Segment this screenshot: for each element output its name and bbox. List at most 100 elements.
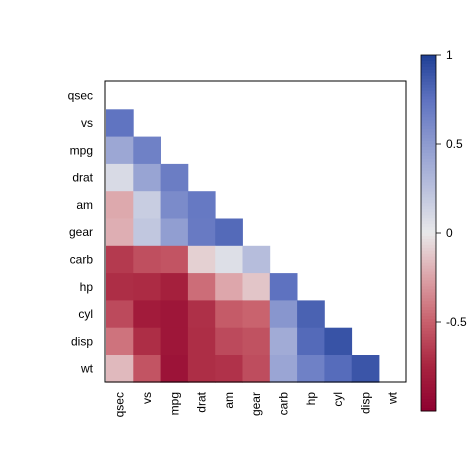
heatmap-cell-wt-mpg (160, 355, 189, 383)
x-tick-label-hp: hp (304, 392, 318, 406)
color-bar-segment (421, 215, 436, 219)
heatmap-cell-gear-vs (133, 218, 161, 247)
color-bar-segment (421, 298, 436, 302)
color-bar-segment (421, 333, 436, 338)
color-bar-segment (421, 372, 436, 376)
color-bar-segment (421, 268, 436, 273)
color-scale-bar: 1 0.5 0 -0.5 (420, 48, 467, 412)
color-bar-segment (421, 393, 436, 397)
color-bar-segment (421, 322, 436, 326)
color-bar-segment (421, 233, 436, 237)
x-tick-label-cyl: cyl (331, 392, 345, 407)
heatmap-cell-cyl-vs (133, 300, 161, 329)
color-bar-segment (421, 336, 436, 341)
color-bar-segment (421, 310, 436, 314)
color-bar-segment (421, 120, 436, 124)
color-bar-segment (421, 316, 436, 320)
color-bar-segment (421, 369, 436, 373)
color-bar-segment (421, 206, 436, 210)
heatmap-cell-wt-carb (269, 355, 298, 383)
heatmap-cell-cyl-qsec (106, 300, 134, 329)
color-bar-tick-label: 0.5 (446, 137, 463, 151)
color-bar-segment (421, 375, 436, 379)
color-bar-segment (421, 307, 436, 311)
color-bar-segment (421, 108, 436, 112)
y-tick-label-carb: carb (70, 252, 94, 266)
color-bar-segment (421, 188, 436, 192)
x-tick-label-am: am (222, 392, 236, 409)
color-bar-segment (421, 66, 436, 71)
color-bar-segment (421, 301, 436, 305)
color-bar-segment (421, 173, 436, 178)
x-tick-label-wt: wt (386, 391, 400, 405)
color-bar-segment (421, 200, 436, 204)
color-bar-segment (421, 351, 436, 356)
color-bar-segment (421, 114, 436, 118)
color-bar-segment (421, 55, 436, 59)
x-tick-label-qsec: qsec (113, 392, 127, 417)
color-bar-segment (421, 244, 436, 249)
heatmap-cell-disp-gear (242, 327, 271, 356)
color-bar-segment (421, 277, 436, 281)
color-bar-segment (421, 105, 436, 109)
heatmap-cell-disp-cyl (324, 327, 353, 356)
color-bar-segment (421, 342, 436, 347)
color-bar-segment (421, 81, 436, 86)
heatmap-cell-carb-vs (133, 245, 161, 274)
color-bar-segment (421, 366, 436, 370)
color-bar-segment (421, 327, 436, 332)
heatmap-cell-wt-vs (133, 355, 161, 383)
color-bar-segment (421, 230, 436, 234)
y-tick-label-mpg: mpg (70, 143, 93, 157)
color-bar-segment (421, 265, 436, 270)
color-bar-segment (421, 289, 436, 293)
heatmap-cell-wt-drat (187, 355, 216, 383)
color-bar-segment (421, 167, 436, 172)
heatmap-cell-disp-drat (187, 327, 216, 356)
heatmap-cell-cyl-carb (269, 300, 298, 329)
heatmap-cell-hp-qsec (106, 273, 134, 301)
color-bar-segment (421, 72, 436, 77)
heatmap-cell-wt-cyl (324, 355, 353, 383)
y-tick-label-wt: wt (80, 362, 94, 376)
heatmap-cell-wt-gear (242, 355, 271, 383)
color-bar-segment (421, 363, 436, 367)
heatmap-cell-hp-gear (242, 273, 271, 301)
heatmap-cell-cyl-hp (297, 300, 325, 329)
color-bar-segment (421, 405, 436, 409)
color-bar-tick-label: 0 (446, 226, 453, 240)
x-tick-label-gear: gear (249, 392, 263, 416)
heatmap-cell-disp-qsec (106, 327, 134, 356)
color-bar-segment (421, 87, 436, 92)
heatmap-cell-hp-am (215, 273, 243, 301)
color-bar-segment (421, 111, 436, 115)
color-bar-segment (421, 304, 436, 308)
color-bar-segment (421, 345, 436, 350)
plot-frame (104, 80, 407, 383)
color-bar-segment (421, 69, 436, 74)
heatmap-cell-am-mpg (160, 191, 189, 219)
heatmap-cell-wt-disp (351, 355, 380, 383)
color-bar-segment (421, 93, 436, 98)
heatmap-cell-wt-qsec (106, 355, 134, 383)
color-bar-segment (421, 126, 436, 130)
color-bar-segment (421, 212, 436, 216)
heatmap-cell-cyl-am (215, 300, 243, 329)
color-bar-segment (421, 209, 436, 213)
color-bar-segment (421, 99, 436, 103)
y-tick-label-drat: drat (72, 171, 93, 185)
color-bar-segment (421, 197, 436, 201)
y-tick-label-cyl: cyl (78, 307, 93, 321)
color-bar-tick-label: 1 (446, 48, 453, 62)
color-bar-segment (421, 152, 436, 157)
color-bar-segment (421, 60, 436, 65)
color-bar-segment (421, 286, 436, 290)
heatmap-cell-gear-am (215, 218, 243, 247)
color-bar-segment (421, 84, 436, 89)
color-bar-segment (421, 319, 436, 323)
heatmap-cell-wt-hp (297, 355, 325, 383)
color-bar-segment (421, 57, 436, 62)
heatmap-cell-drat-mpg (160, 163, 189, 192)
color-bar-segment (421, 161, 436, 166)
